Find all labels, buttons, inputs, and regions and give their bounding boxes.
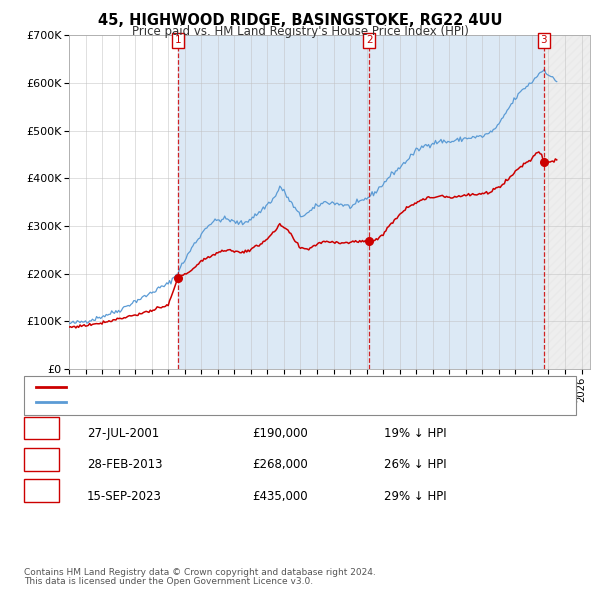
Text: 28-FEB-2013: 28-FEB-2013 bbox=[87, 458, 163, 471]
Text: 26% ↓ HPI: 26% ↓ HPI bbox=[384, 458, 446, 471]
Text: This data is licensed under the Open Government Licence v3.0.: This data is licensed under the Open Gov… bbox=[24, 577, 313, 586]
Bar bbox=[178, 35, 544, 369]
Text: 3: 3 bbox=[540, 35, 547, 45]
Text: 29% ↓ HPI: 29% ↓ HPI bbox=[384, 490, 446, 503]
Text: 2: 2 bbox=[366, 35, 373, 45]
Text: £435,000: £435,000 bbox=[252, 490, 308, 503]
Text: 45, HIGHWOOD RIDGE, BASINGSTOKE, RG22 4UU: 45, HIGHWOOD RIDGE, BASINGSTOKE, RG22 4U… bbox=[98, 13, 502, 28]
Text: 1: 1 bbox=[38, 421, 45, 435]
Text: 3: 3 bbox=[38, 484, 45, 497]
Text: Price paid vs. HM Land Registry's House Price Index (HPI): Price paid vs. HM Land Registry's House … bbox=[131, 25, 469, 38]
Text: Contains HM Land Registry data © Crown copyright and database right 2024.: Contains HM Land Registry data © Crown c… bbox=[24, 568, 376, 577]
Text: £268,000: £268,000 bbox=[252, 458, 308, 471]
Text: 19% ↓ HPI: 19% ↓ HPI bbox=[384, 427, 446, 440]
Bar bbox=[544, 35, 590, 369]
Text: 2: 2 bbox=[38, 453, 45, 466]
Text: £190,000: £190,000 bbox=[252, 427, 308, 440]
Text: HPI: Average price, detached house, Basingstoke and Deane: HPI: Average price, detached house, Basi… bbox=[72, 397, 403, 407]
Text: 45, HIGHWOOD RIDGE, BASINGSTOKE, RG22 4UU (detached house): 45, HIGHWOOD RIDGE, BASINGSTOKE, RG22 4U… bbox=[72, 382, 443, 392]
Text: 1: 1 bbox=[175, 35, 181, 45]
Text: 27-JUL-2001: 27-JUL-2001 bbox=[87, 427, 159, 440]
Text: 15-SEP-2023: 15-SEP-2023 bbox=[87, 490, 162, 503]
